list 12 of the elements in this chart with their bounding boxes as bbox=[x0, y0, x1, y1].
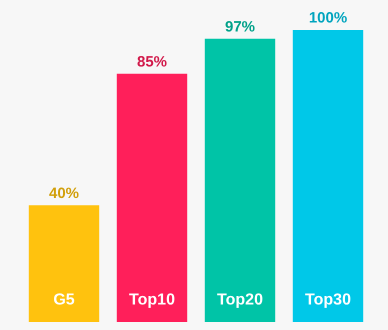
x-tick-label: G5 bbox=[53, 291, 75, 308]
bar bbox=[292, 30, 364, 322]
x-tick-label: Top30 bbox=[305, 291, 352, 308]
x-tick-label: Top20 bbox=[217, 291, 264, 308]
data-label: 40% bbox=[48, 184, 80, 202]
x-tick-label: Top10 bbox=[129, 291, 176, 308]
data-label: 85% bbox=[136, 53, 168, 70]
bar bbox=[28, 205, 100, 322]
bar bbox=[116, 74, 188, 322]
bar bbox=[204, 38, 276, 322]
data-label: 97% bbox=[224, 18, 256, 36]
data-label: 100% bbox=[308, 10, 348, 27]
